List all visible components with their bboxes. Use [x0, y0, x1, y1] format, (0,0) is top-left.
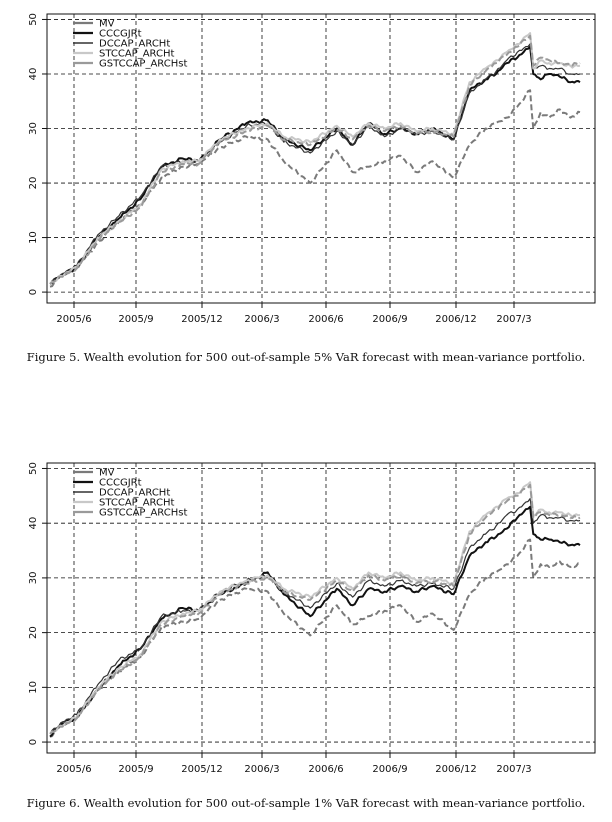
y-tick-label: 40 [28, 517, 39, 530]
x-tick-label: 2006/12 [435, 764, 477, 775]
plot-frame [46, 462, 596, 754]
x-tick-label: 2006/3 [244, 764, 279, 775]
y-tick-label: 30 [28, 122, 39, 135]
x-tick-label: 2007/3 [496, 314, 531, 325]
legend-label: GSTCCAP_ARCHst [99, 59, 187, 70]
legend-label: GSTCCAP_ARCHst [99, 508, 187, 519]
x-tick-label: 2006/3 [244, 314, 279, 325]
series-line-mv [49, 538, 581, 738]
series-line-gstccap-archst [49, 34, 581, 285]
legend-label: CCCGJRt [99, 478, 142, 489]
series-line-dccap-archt [49, 498, 581, 735]
x-tick-label: 2006/6 [308, 314, 343, 325]
series-line-stccap-archt [49, 481, 581, 735]
x-tick-label: 2006/9 [372, 314, 407, 325]
y-tick-label: 10 [28, 681, 39, 694]
plot-frame [46, 13, 596, 304]
figure-6: 0 10 20 30 40 50 2005/6 2005/9 2005/12 2006/3 2006… [0, 410, 612, 822]
legend-label: CCCGJRt [99, 29, 142, 40]
y-tick-label: 30 [28, 572, 39, 585]
legend-label: DCCAP_ARCHt [99, 488, 170, 499]
x-tick-label: 2005/9 [118, 314, 153, 325]
x-tick-label: 2005/12 [181, 764, 223, 775]
series-line-mv [49, 89, 581, 288]
y-tick-label: 10 [28, 231, 39, 244]
x-tick-label: 2006/12 [435, 314, 477, 325]
y-tick-label: 0 [28, 289, 39, 295]
x-tick-label: 2005/6 [56, 314, 91, 325]
y-tick-label: 50 [28, 13, 39, 26]
x-tick-label: 2005/9 [118, 764, 153, 775]
figure-5-caption: Figure 5. Wealth evolution for 500 out-o… [26, 350, 586, 364]
series-line-cccgjrt [49, 505, 581, 738]
series-line-dccap-archt [49, 43, 581, 285]
wealth-chart-5pct: 0 10 20 30 40 50 2005/6 2005/9 2005/12 2006/3 2006… [28, 13, 596, 325]
series-line-cccgjrt [49, 45, 581, 285]
legend-label: MV [99, 19, 115, 30]
y-tick-label: 0 [28, 739, 39, 745]
legend-label: DCCAP_ARCHt [99, 39, 170, 50]
x-tick-label: 2005/12 [181, 314, 223, 325]
x-tick-label: 2006/9 [372, 764, 407, 775]
x-tick-label: 2005/6 [56, 764, 91, 775]
y-tick-label: 50 [28, 462, 39, 475]
y-tick-label: 40 [28, 68, 39, 81]
y-tick-label: 20 [28, 626, 39, 639]
legend-label: STCCAP_ARCHt [99, 498, 174, 509]
x-tick-label: 2007/3 [496, 764, 531, 775]
series-line-stccap-archt [49, 32, 581, 285]
y-tick-label: 20 [28, 177, 39, 190]
legend-label: MV [99, 468, 115, 479]
figure-6-caption: Figure 6. Wealth evolution for 500 out-o… [26, 796, 586, 810]
x-tick-label: 2006/6 [308, 764, 343, 775]
figure-5: 0 10 20 30 40 50 2005/6 2005/9 2005/12 2006/3 2006… [0, 0, 612, 400]
series-line-gstccap-archst [49, 483, 581, 735]
legend-label: STCCAP_ARCHt [99, 49, 174, 60]
wealth-chart-1pct: 0 10 20 30 40 50 2005/6 2005/9 2005/12 2006/3 2006… [28, 462, 596, 775]
